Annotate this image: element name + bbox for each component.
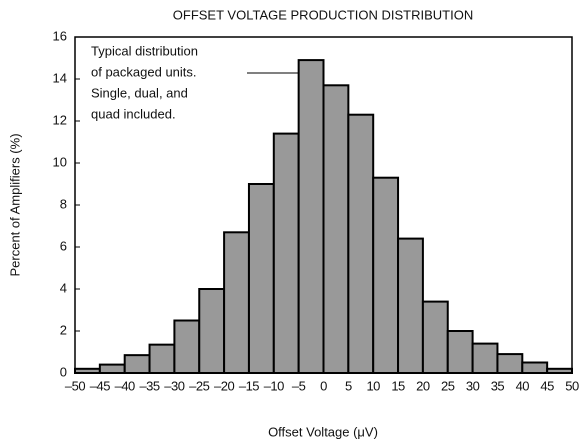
x-tick-label: –35	[139, 378, 159, 393]
x-tick-label: –50	[65, 378, 85, 393]
bar	[421, 300, 449, 375]
x-tick-label: –20	[214, 378, 234, 393]
bar	[297, 59, 325, 374]
bar	[347, 113, 375, 374]
x-tick-label: 20	[416, 378, 430, 393]
bar	[198, 288, 226, 374]
x-tick-label: –15	[239, 378, 259, 393]
x-tick-label: 50	[565, 378, 579, 393]
y-axis-label: Percent of Amplifiers (%)	[7, 133, 22, 276]
y-tick-label: 4	[60, 280, 67, 295]
annotation-box	[83, 41, 255, 147]
y-tick-label: 0	[60, 364, 67, 379]
x-tick-label: 25	[441, 378, 455, 393]
y-tick-label: 16	[53, 28, 67, 43]
x-tick-label: 0	[320, 378, 327, 393]
x-tick-label: 45	[540, 378, 554, 393]
x-axis-label: Offset Voltage (μV)	[268, 424, 378, 439]
bar	[98, 363, 126, 375]
x-tick-label: –25	[189, 378, 209, 393]
y-tick-label: 2	[60, 322, 67, 337]
bar	[148, 343, 176, 374]
bar	[496, 353, 524, 375]
x-tick-label: –30	[164, 378, 184, 393]
x-tick-label: –10	[264, 378, 284, 393]
x-tick-label: –5	[292, 378, 306, 393]
bar	[247, 183, 275, 374]
x-tick-label: 15	[391, 378, 405, 393]
bar	[272, 132, 300, 374]
annotation-text: quad included.	[91, 106, 176, 121]
bar	[173, 319, 201, 374]
x-tick-label: 40	[516, 378, 530, 393]
annotation-text: of packaged units.	[91, 64, 197, 79]
x-tick-label: 30	[466, 378, 480, 393]
x-tick-label: 10	[366, 378, 380, 393]
chart-title: OFFSET VOLTAGE PRODUCTION DISTRIBUTION	[173, 7, 473, 22]
y-tick-label: 14	[53, 70, 67, 85]
x-tick-label: –45	[90, 378, 110, 393]
bar	[322, 84, 350, 375]
x-tick-label: 35	[491, 378, 505, 393]
annotation-text: Single, dual, and	[91, 85, 188, 100]
bar	[397, 237, 424, 374]
y-tick-label: 8	[60, 196, 67, 211]
bar	[223, 231, 250, 374]
annotation-text: Typical distribution	[91, 43, 198, 58]
x-tick-label: 5	[345, 378, 352, 393]
y-tick-label: 12	[53, 112, 67, 127]
bar	[521, 361, 549, 374]
y-tick-label: 10	[53, 154, 67, 169]
bar	[446, 330, 474, 374]
bar	[372, 176, 400, 374]
bar	[471, 342, 499, 375]
bar	[123, 354, 151, 374]
y-tick-label: 6	[60, 238, 67, 253]
x-tick-label: –40	[115, 378, 135, 393]
